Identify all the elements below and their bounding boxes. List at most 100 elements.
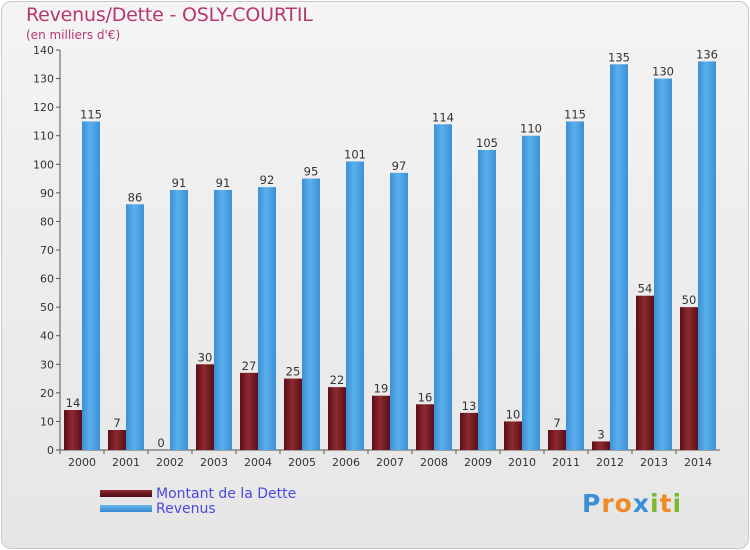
data-label-dette: 13	[462, 399, 477, 413]
y-tick-label: 140	[33, 44, 54, 57]
logo-letter: i	[672, 489, 683, 518]
data-label-dette: 0	[157, 436, 164, 450]
x-tick-label: 2012	[596, 456, 624, 469]
y-tick-label: 110	[33, 130, 54, 143]
data-label-dette: 10	[506, 407, 521, 421]
legend: Montant de la Dette Revenus	[100, 485, 297, 517]
proxiti-logo[interactable]: Proxiti	[582, 489, 682, 518]
x-tick-label: 2009	[464, 456, 492, 469]
data-label-dette: 27	[242, 359, 257, 373]
bar-dette	[460, 412, 478, 450]
bar-revenus	[82, 121, 100, 450]
data-label-revenus: 91	[216, 176, 231, 190]
logo-letter: P	[582, 489, 602, 518]
bar-revenus	[214, 190, 232, 450]
bar-dette	[284, 378, 302, 450]
bar-dette	[416, 404, 434, 450]
bar-revenus	[522, 135, 540, 450]
x-tick-label: 2001	[112, 456, 140, 469]
bar-dette	[240, 372, 258, 450]
data-label-dette: 3	[597, 427, 604, 441]
x-tick-label: 2006	[332, 456, 360, 469]
y-tick-label: 100	[33, 158, 54, 171]
bar-revenus	[302, 178, 320, 451]
data-label-dette: 7	[553, 416, 560, 430]
legend-label-dette: Montant de la Dette	[156, 485, 297, 502]
logo-letter: x	[632, 489, 650, 518]
data-label-revenus: 130	[652, 65, 674, 79]
data-label-revenus: 115	[564, 107, 586, 121]
data-label-dette: 25	[286, 365, 301, 379]
bar-dette	[328, 387, 346, 450]
x-tick-label: 2003	[200, 456, 228, 469]
bar-dette	[504, 421, 522, 450]
y-tick-label: 0	[47, 444, 54, 457]
data-label-revenus: 97	[392, 159, 407, 173]
legend-swatch-dette	[100, 490, 152, 497]
data-label-revenus: 110	[520, 122, 542, 136]
y-tick-label: 20	[40, 387, 54, 400]
bar-revenus	[654, 78, 672, 451]
legend-item-revenus: Revenus	[100, 500, 296, 517]
x-tick-label: 2000	[68, 456, 96, 469]
data-label-dette: 54	[638, 282, 653, 296]
data-label-dette: 50	[682, 293, 697, 307]
data-label-dette: 19	[374, 382, 389, 396]
bar-revenus	[258, 187, 276, 450]
legend-swatch-revenus	[100, 505, 152, 512]
data-label-revenus: 135	[608, 50, 630, 64]
chart-title: Revenus/Dette - OSLY-COURTIL	[26, 4, 313, 26]
x-tick-label: 2005	[288, 456, 316, 469]
data-label-dette: 22	[330, 373, 345, 387]
x-tick-label: 2011	[552, 456, 580, 469]
data-label-revenus: 105	[476, 136, 498, 150]
bar-dette	[64, 410, 82, 450]
bar-revenus	[566, 121, 584, 450]
data-label-revenus: 92	[260, 173, 275, 187]
bar-revenus	[434, 124, 452, 451]
data-label-revenus: 136	[696, 47, 718, 61]
bar-revenus	[610, 64, 628, 451]
data-label-revenus: 101	[344, 147, 366, 161]
x-tick-label: 2010	[508, 456, 536, 469]
x-tick-label: 2004	[244, 456, 272, 469]
bar-revenus	[126, 204, 144, 450]
bar-revenus	[390, 172, 408, 450]
bar-revenus	[346, 161, 364, 450]
y-tick-label: 130	[33, 73, 54, 86]
x-tick-label: 2007	[376, 456, 404, 469]
data-label-revenus: 114	[432, 110, 454, 124]
logo-letter: o	[614, 489, 633, 518]
bar-dette	[680, 307, 698, 450]
bar-revenus	[170, 190, 188, 450]
bar-dette	[592, 441, 610, 450]
x-tick-label: 2014	[684, 456, 712, 469]
logo-letter: r	[601, 489, 615, 518]
logo-letter: t	[659, 489, 673, 518]
data-label-revenus: 91	[172, 176, 187, 190]
y-tick-label: 80	[40, 215, 54, 228]
x-tick-label: 2008	[420, 456, 448, 469]
data-label-dette: 30	[198, 350, 213, 364]
y-tick-label: 10	[40, 415, 54, 428]
x-tick-label: 2002	[156, 456, 184, 469]
legend-label-revenus: Revenus	[156, 500, 216, 517]
y-tick-label: 60	[40, 273, 54, 286]
y-tick-label: 30	[40, 358, 54, 371]
bar-revenus	[698, 61, 716, 451]
data-label-revenus: 115	[80, 107, 102, 121]
logo-letter: i	[650, 489, 660, 518]
bar-dette	[372, 395, 390, 450]
bar-dette	[636, 295, 654, 450]
y-tick-label: 70	[40, 244, 54, 257]
data-label-dette: 16	[418, 390, 433, 404]
data-label-revenus: 95	[304, 165, 319, 179]
data-label-dette: 14	[66, 396, 81, 410]
data-label-dette: 7	[113, 416, 120, 430]
legend-item-dette: Montant de la Dette	[100, 485, 297, 502]
data-label-revenus: 86	[128, 190, 143, 204]
bar-dette	[108, 430, 126, 450]
bar-dette	[548, 430, 566, 450]
y-tick-label: 50	[40, 301, 54, 314]
